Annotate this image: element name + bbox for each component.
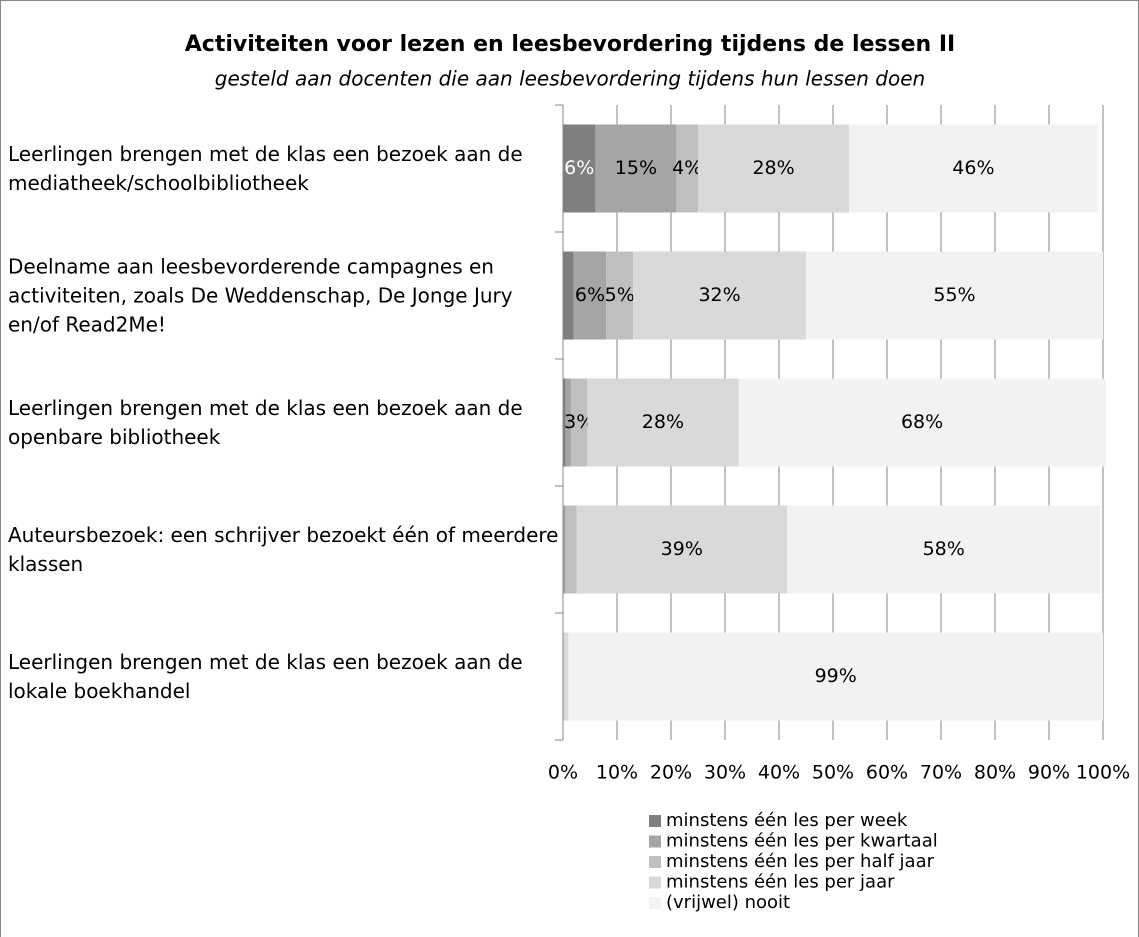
data-label: 55%: [933, 284, 975, 306]
data-label: 6%: [564, 157, 594, 179]
bar-segment: [849, 124, 1098, 213]
bar-segment: [563, 124, 596, 213]
category-label: Leerlingen brengen met de klas een bezoe…: [8, 141, 523, 195]
legend-label: minstens één les per kwartaal: [666, 831, 938, 852]
data-label: 28%: [642, 411, 684, 433]
category-label: Leerlingen brengen met de klas een bezoe…: [8, 395, 523, 449]
bar-segment: [565, 378, 572, 467]
bar-segment: [563, 505, 566, 594]
category-label: Leerlingen brengen met de klas een bezoe…: [8, 649, 523, 703]
chart-subtitle: gesteld aan docenten die aan leesbevorde…: [215, 67, 925, 91]
bar-segment: [563, 632, 569, 721]
bar-segment: [676, 124, 698, 213]
x-tick-label: 10%: [596, 762, 638, 784]
data-label: 5%: [605, 284, 635, 306]
bar-segment: [633, 251, 806, 340]
x-tick-label: 40%: [758, 762, 800, 784]
bar-segment: [606, 251, 634, 340]
bar-segment: [576, 505, 788, 594]
bar-segment: [573, 251, 607, 340]
data-label: 4%: [672, 157, 702, 179]
bar-segment: [698, 124, 850, 213]
bar-segment: [787, 505, 1101, 594]
bar-segment: [568, 632, 1103, 721]
bar-segment: [563, 378, 566, 467]
x-tick-label: 30%: [704, 762, 746, 784]
data-label: 28%: [752, 157, 794, 179]
x-tick-label: 50%: [812, 762, 854, 784]
bar-segment: [738, 378, 1106, 467]
legend-swatch: [649, 815, 661, 827]
bar-segment: [595, 124, 677, 213]
x-tick-label: 60%: [866, 762, 908, 784]
data-label: 99%: [815, 665, 857, 687]
category-label: Deelname aan leesbevorderende campagnes …: [8, 254, 513, 336]
data-label: 6%: [575, 284, 605, 306]
bar-segment: [571, 378, 588, 467]
bar-segment: [806, 251, 1103, 340]
bar-segment: [587, 378, 739, 467]
x-tick-label: 100%: [1076, 762, 1130, 784]
legend-label: (vrijwel) nooit: [666, 892, 790, 913]
data-label: 32%: [698, 284, 740, 306]
legend-swatch: [649, 876, 661, 889]
data-label: 3%: [564, 411, 594, 433]
bar-segment: [565, 505, 577, 594]
legend-swatch: [649, 897, 661, 909]
x-tick-label: 90%: [1028, 762, 1070, 784]
x-tick-label: 80%: [974, 762, 1016, 784]
data-label: 46%: [952, 157, 994, 179]
data-label: 68%: [901, 411, 943, 433]
legend-label: minstens één les per half jaar: [666, 851, 935, 872]
chart-title: Activiteiten voor lezen en leesbevorderi…: [185, 32, 955, 57]
legend-label: minstens één les per jaar: [666, 872, 895, 893]
data-label: 15%: [615, 157, 657, 179]
legend-swatch: [649, 856, 661, 868]
category-label: Auteursbezoek: een schrijver bezoekt één…: [8, 522, 559, 576]
legend-swatch: [649, 835, 661, 848]
legend-label: minstens één les per week: [666, 810, 908, 831]
x-tick-label: 20%: [650, 762, 692, 784]
data-label: 58%: [923, 538, 965, 560]
bar-segment: [563, 251, 574, 340]
data-label: 39%: [661, 538, 703, 560]
x-tick-label: 70%: [920, 762, 962, 784]
x-tick-label: 0%: [548, 762, 578, 784]
